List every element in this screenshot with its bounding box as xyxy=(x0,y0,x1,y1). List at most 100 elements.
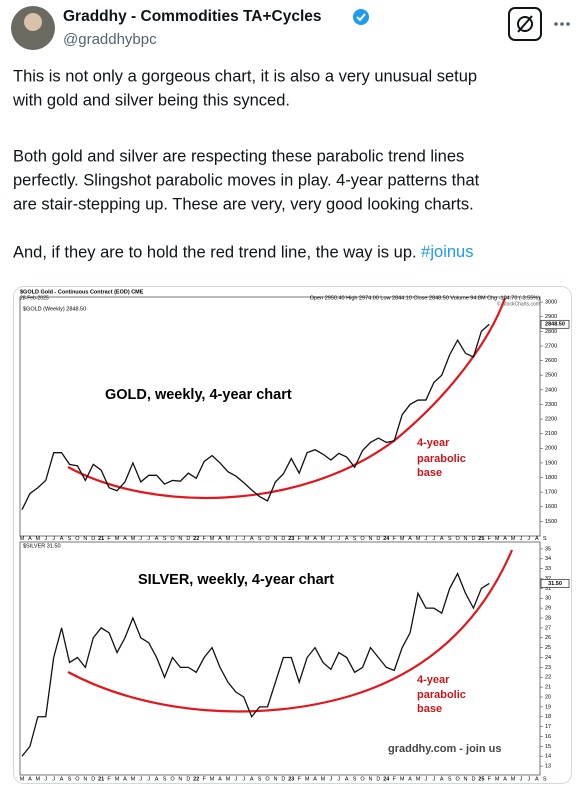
x-tick-label: D xyxy=(471,536,475,542)
x-tick-label: 22 xyxy=(193,536,199,542)
y-tick-label: 2800 xyxy=(545,329,557,335)
y-tick-label: 2500 xyxy=(545,373,557,379)
x-tick-label: 24 xyxy=(383,536,390,542)
x-tick-label: S xyxy=(68,776,72,782)
y-tick-label: 14 xyxy=(545,754,551,760)
x-tick-label: N xyxy=(273,776,277,782)
x-tick-label: J xyxy=(425,536,428,542)
more-button[interactable] xyxy=(554,22,570,26)
x-tick-label: M xyxy=(400,536,405,542)
x-tick-label: F xyxy=(298,776,302,782)
x-tick-label: S xyxy=(353,536,357,542)
x-tick-label: M xyxy=(416,536,421,542)
x-tick-label: N xyxy=(178,776,182,782)
x-tick-label: S xyxy=(163,536,167,542)
x-tick-label: J xyxy=(337,536,340,542)
y-tick-label: 22 xyxy=(545,675,551,681)
x-tick-label: M xyxy=(495,776,500,782)
x-tick-label: O xyxy=(360,536,365,542)
x-tick-label: N xyxy=(83,776,87,782)
x-tick-label: F xyxy=(393,776,397,782)
x-tick-label: F xyxy=(488,536,492,542)
x-tick-label: N xyxy=(178,536,182,542)
tweet-line: And, if they are to hold the red trend l… xyxy=(13,243,473,261)
x-tick-label: M xyxy=(20,536,25,542)
x-tick-label: D xyxy=(281,776,285,782)
tweet-line: This is not only a gorgeous chart, it is… xyxy=(13,67,477,85)
author-name[interactable]: Graddhy - Commodities TA+Cycles xyxy=(63,8,322,25)
x-tick-label: 25 xyxy=(478,536,484,542)
y-tick-label: 2700 xyxy=(545,343,557,349)
x-tick-label: M xyxy=(495,536,500,542)
x-tick-label: S xyxy=(543,776,547,782)
x-tick-label: M xyxy=(511,536,516,542)
x-tick-label: 25 xyxy=(478,776,484,782)
x-tick-label: J xyxy=(242,536,245,542)
x-tick-label: O xyxy=(170,776,175,782)
y-tick-label: 18 xyxy=(545,714,551,720)
x-tick-label: F xyxy=(107,776,111,782)
x-tick-label: J xyxy=(432,776,435,782)
x-tick-label: M xyxy=(226,776,231,782)
chart-stats: Open 2950.40 High 2974.00 Low 2844.10 Cl… xyxy=(310,295,540,301)
x-tick-label: F xyxy=(298,536,302,542)
trend-annotation: 4-year xyxy=(417,674,450,686)
last-price-box xyxy=(540,319,570,329)
x-tick-label: D xyxy=(91,776,95,782)
x-tick-label: M xyxy=(210,536,215,542)
x-tick-label: O xyxy=(265,776,270,782)
x-tick-label: M xyxy=(305,776,310,782)
x-tick-label: D xyxy=(186,536,190,542)
author-handle[interactable]: @graddhybpc xyxy=(63,31,157,48)
x-tick-label: J xyxy=(147,776,150,782)
x-tick-label: J xyxy=(52,776,55,782)
x-tick-label: J xyxy=(330,536,333,542)
x-tick-label: D xyxy=(376,536,380,542)
x-tick-label: A xyxy=(408,776,412,782)
gold-trend-line xyxy=(67,297,507,500)
x-tick-label: A xyxy=(155,536,159,542)
x-tick-label: O xyxy=(75,776,80,782)
x-tick-label: J xyxy=(337,776,340,782)
trend-annotation: base xyxy=(417,467,442,479)
x-tick-label: A xyxy=(535,776,539,782)
x-tick-label: A xyxy=(345,776,349,782)
x-tick-label: 22 xyxy=(193,776,199,782)
y-tick-label: 1500 xyxy=(545,519,557,525)
grok-button[interactable] xyxy=(508,7,542,41)
x-tick-label: M xyxy=(36,536,41,542)
x-tick-label: A xyxy=(440,776,444,782)
x-tick-label: S xyxy=(68,536,72,542)
y-tick-label: 33 xyxy=(545,566,551,572)
avatar-face xyxy=(24,13,42,31)
y-tick-label: 35 xyxy=(545,546,551,552)
x-tick-label: J xyxy=(234,776,237,782)
x-tick-label: S xyxy=(353,776,357,782)
x-tick-label: A xyxy=(218,536,222,542)
x-tick-label: A xyxy=(123,776,127,782)
x-tick-label: M xyxy=(321,776,326,782)
hashtag[interactable]: #joinus xyxy=(421,243,473,261)
x-tick-label: M xyxy=(511,776,516,782)
x-tick-label: A xyxy=(123,536,127,542)
x-tick-label: A xyxy=(503,536,507,542)
x-tick-label: N xyxy=(464,776,468,782)
x-tick-label: A xyxy=(60,536,64,542)
silver-trend-line xyxy=(67,549,514,713)
trend-annotation: parabolic xyxy=(417,453,466,465)
y-tick-label: 34 xyxy=(545,556,551,562)
x-tick-label: S xyxy=(258,776,262,782)
last-price: 2848.50 xyxy=(545,322,565,328)
gold-panel xyxy=(19,296,541,537)
x-tick-label: A xyxy=(155,776,159,782)
y-tick-label: 23 xyxy=(545,665,551,671)
x-tick-label: O xyxy=(265,536,270,542)
y-tick-label: 17 xyxy=(545,724,551,730)
y-tick-label: 30 xyxy=(545,596,551,602)
x-tick-label: 23 xyxy=(288,536,294,542)
x-tick-label: A xyxy=(345,536,349,542)
x-tick-label: F xyxy=(488,776,492,782)
x-tick-label: A xyxy=(535,536,539,542)
y-tick-label: 32 xyxy=(545,576,551,582)
